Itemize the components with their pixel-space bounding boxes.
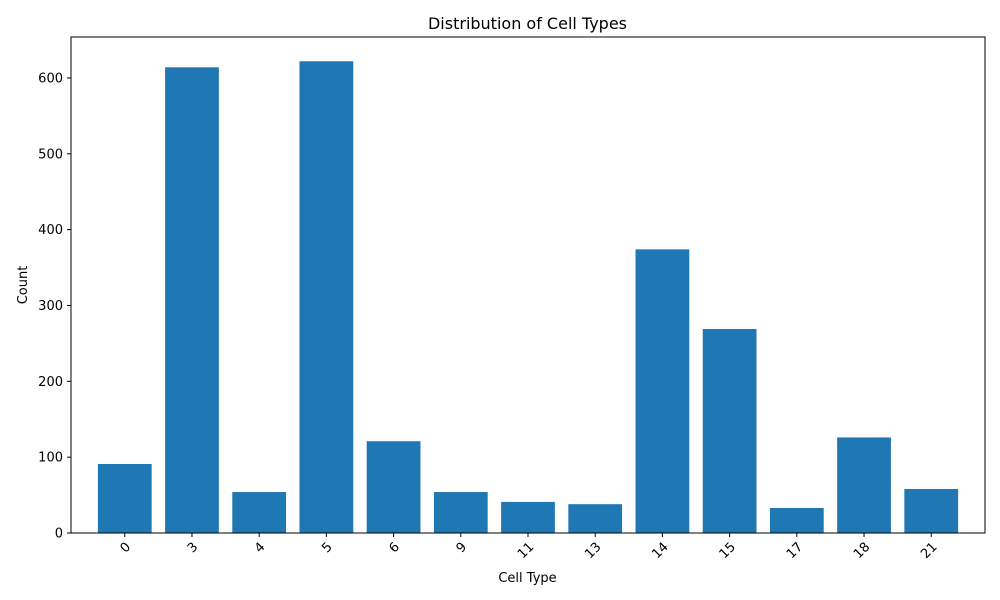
bar-18 [837,437,891,533]
y-axis-label: Count [16,266,31,305]
y-tick-label: 0 [55,527,63,542]
x-tick-label: 9 [454,540,470,556]
x-tick-label: 15 [717,540,739,562]
bar-4 [232,492,287,533]
x-tick-label: 3 [185,540,201,556]
x-tick-label: 21 [918,540,940,562]
y-tick-label: 100 [38,451,63,466]
y-tick-label: 500 [38,147,63,162]
x-tick-label: 6 [386,540,402,556]
bar-3 [165,67,219,533]
chart-title: Distribution of Cell Types [428,14,627,33]
x-axis: 0 3 4 5 6 9 11 13 14 15 17 18 21 [118,533,941,562]
bar-0 [97,463,152,533]
x-tick-label: 4 [252,540,268,556]
x-tick-label: 0 [118,540,134,556]
x-tick-label: 18 [851,540,873,562]
y-tick-label: 200 [38,375,63,390]
bar-11 [501,501,555,533]
x-tick-label: 17 [784,540,806,562]
y-tick-label: 300 [38,299,63,314]
bars-group [97,61,959,534]
bar-15 [702,328,757,533]
bar-5 [299,61,354,534]
x-tick-label: 14 [649,540,671,562]
x-tick-label: 13 [582,540,604,562]
y-axis: 0 100 200 300 400 500 600 [38,71,71,542]
bar-14 [635,249,690,533]
bar-9 [433,492,488,533]
bar-21 [904,489,959,533]
x-tick-label: 11 [515,540,537,562]
x-tick-label: 5 [319,540,335,556]
y-tick-label: 400 [38,223,63,238]
bar-13 [568,504,623,533]
x-axis-label: Cell Type [498,571,556,586]
bar-17 [769,507,824,533]
y-tick-label: 600 [38,71,63,86]
bar-6 [366,441,421,533]
plot-frame [70,36,986,534]
